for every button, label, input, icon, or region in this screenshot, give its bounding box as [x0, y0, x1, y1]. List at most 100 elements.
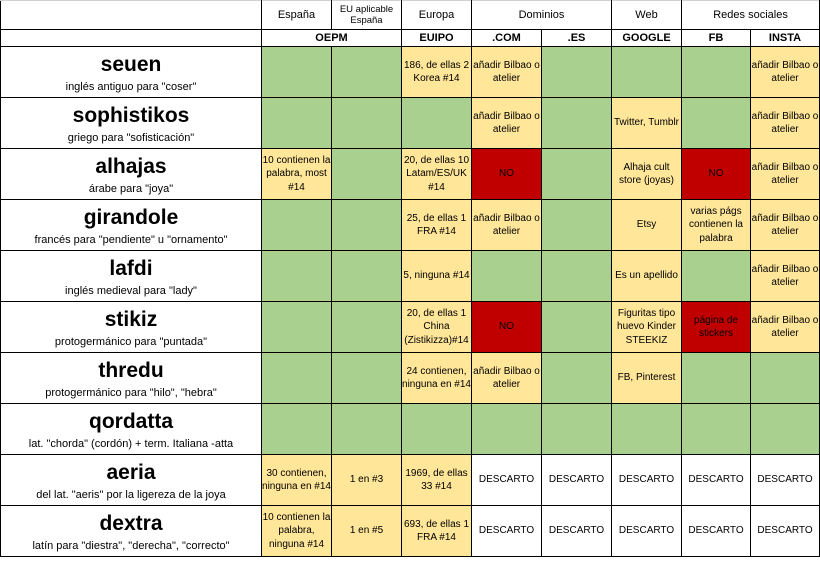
status-text: añadir Bilbao o atelier: [473, 110, 540, 136]
status-cell-com: DESCARTO: [471, 505, 542, 557]
group-header-row: España EU aplicable España Europa Domini…: [0, 0, 820, 30]
status-cell-insta: DESCARTO: [750, 505, 820, 557]
status-text: página de stickers: [694, 314, 738, 340]
header-oepm: OEPM: [261, 29, 402, 47]
header-euipo: EUIPO: [401, 29, 472, 47]
status-text: 25, de ellas 1 FRA #14: [406, 212, 467, 238]
header-google: GOOGLE: [611, 29, 683, 47]
status-cell-google: FB, Pinterest: [611, 352, 683, 404]
candidate-word: dextra: [99, 511, 163, 535]
status-text: 1 en #5: [349, 525, 384, 537]
candidate-etymology: latín para "diestra", "derecha", "correc…: [32, 539, 230, 552]
header-redes-sociales: Redes sociales: [681, 0, 820, 30]
table-row: lafdi inglés medieval para "lady" 5, ningu…: [0, 250, 820, 302]
status-cell-eu-aplicable: [331, 148, 402, 200]
status-cell-eu-aplicable: 1 en #5: [331, 505, 402, 557]
status-cell-com: [471, 250, 542, 302]
status-cell-espana: [261, 352, 332, 404]
status-cell-fb: [681, 403, 752, 455]
status-cell-eu-aplicable: [331, 199, 402, 251]
status-cell-fb: [681, 250, 752, 302]
candidate-etymology: inglés medieval para "lady": [65, 284, 197, 297]
candidate-word: sophistikos: [72, 103, 190, 127]
status-cell-fb: DESCARTO: [681, 505, 752, 557]
status-cell-espana: [261, 199, 332, 251]
status-text: añadir Bilbao o atelier: [473, 365, 540, 391]
table-row: dextra latín para "diestra", "derecha", "…: [0, 505, 820, 557]
header-com: .COM: [471, 29, 542, 47]
status-cell-eu-aplicable: [331, 301, 402, 353]
candidate-etymology: francés para "pendiente" u "ornamento": [34, 233, 228, 246]
corner-cell-2: [0, 29, 262, 47]
status-cell-com: añadir Bilbao o atelier: [471, 352, 542, 404]
status-cell-fb: varias págs contienen la palabra: [681, 199, 752, 251]
header-web: Web: [611, 0, 683, 30]
corner-cell: [0, 0, 262, 30]
status-text: añadir Bilbao o atelier: [473, 212, 540, 238]
status-cell-espana: [261, 97, 332, 149]
table-row: thredu protogermánico para "hilo", "hebra…: [0, 352, 820, 404]
status-text: DESCARTO: [548, 474, 605, 486]
status-cell-euipo: 25, de ellas 1 FRA #14: [401, 199, 472, 251]
status-text: 693, de ellas 1 FRA #14: [403, 518, 470, 544]
status-cell-espana: 10 contienen la palabra, most #14: [261, 148, 332, 200]
status-cell-espana: [261, 403, 332, 455]
status-cell-com: añadir Bilbao o atelier: [471, 46, 542, 98]
status-cell-euipo: 24 contienen, ninguna en #14: [401, 352, 472, 404]
status-cell-google: Etsy: [611, 199, 683, 251]
candidate-etymology: protogermánico para "puntada": [54, 335, 208, 348]
status-cell-es: [540, 46, 613, 98]
status-cell-google: Twitter, Tumblr: [611, 97, 683, 149]
status-cell-eu-aplicable: [331, 46, 402, 98]
status-cell-insta: añadir Bilbao o atelier: [750, 301, 820, 353]
candidate-etymology: protogermánico para "hilo", "hebra": [45, 386, 217, 399]
candidate-word: lafdi: [109, 256, 153, 280]
status-text: 5, ninguna #14: [403, 270, 470, 282]
status-cell-fb: DESCARTO: [681, 454, 752, 506]
status-cell-com: añadir Bilbao o atelier: [471, 199, 542, 251]
status-cell-eu-aplicable: [331, 250, 402, 302]
candidate-name-cell: alhajas árabe para "joya": [0, 148, 262, 200]
status-text: DESCARTO: [548, 525, 605, 537]
table-row: girandole francés para "pendiente" u "orn…: [0, 199, 820, 251]
status-cell-google: [611, 46, 683, 98]
status-cell-es: [540, 301, 613, 353]
table-row: stikiz protogermánico para "puntada" 20, d…: [0, 301, 820, 353]
status-text: FB, Pinterest: [617, 372, 676, 384]
status-cell-fb: [681, 352, 752, 404]
status-text: 186, de ellas 2 Korea #14: [403, 59, 470, 85]
status-cell-com: añadir Bilbao o atelier: [471, 97, 542, 149]
status-text: 30 contienen, ninguna en #14: [262, 467, 331, 493]
status-cell-insta: añadir Bilbao o atelier: [750, 250, 820, 302]
status-cell-insta: añadir Bilbao o atelier: [750, 46, 820, 98]
status-cell-euipo: 5, ninguna #14: [401, 250, 472, 302]
table-row: qordatta lat. "chorda" (cordón) + term. I…: [0, 403, 820, 455]
status-cell-espana: [261, 250, 332, 302]
candidate-etymology: lat. "chorda" (cordón) + term. Italiana …: [28, 437, 234, 450]
status-cell-fb: página de stickers: [681, 301, 752, 353]
status-text: DESCARTO: [618, 474, 675, 486]
header-es: .ES: [540, 29, 613, 47]
status-cell-google: Alhaja cult store (joyas): [611, 148, 683, 200]
candidate-word: alhajas: [95, 154, 167, 178]
status-cell-espana: 30 contienen, ninguna en #14: [261, 454, 332, 506]
header-eu-aplicable: EU aplicable España: [331, 0, 402, 30]
header-dominios: Dominios: [470, 0, 613, 30]
status-text: varias págs contienen la palabra: [689, 205, 743, 244]
table-row: aeria del lat. "aeris" por la ligereza de…: [0, 454, 820, 506]
table-body: seuen inglés antiguo para "coser" 186, de …: [0, 46, 820, 557]
status-text: Etsy: [636, 219, 657, 231]
table-row: alhajas árabe para "joya" 10 contienen la …: [0, 148, 820, 200]
status-cell-euipo: [401, 403, 472, 455]
status-cell-com: NO: [471, 301, 542, 353]
status-text: DESCARTO: [618, 525, 675, 537]
candidate-word: thredu: [98, 358, 164, 382]
status-cell-euipo: [401, 97, 472, 149]
status-cell-google: Es un apellido: [611, 250, 683, 302]
status-text: NO: [499, 168, 514, 180]
status-cell-insta: añadir Bilbao o atelier: [750, 148, 820, 200]
status-text: 24 contienen, ninguna en #14: [402, 365, 471, 391]
status-cell-fb: NO: [681, 148, 752, 200]
status-cell-insta: añadir Bilbao o atelier: [750, 199, 820, 251]
